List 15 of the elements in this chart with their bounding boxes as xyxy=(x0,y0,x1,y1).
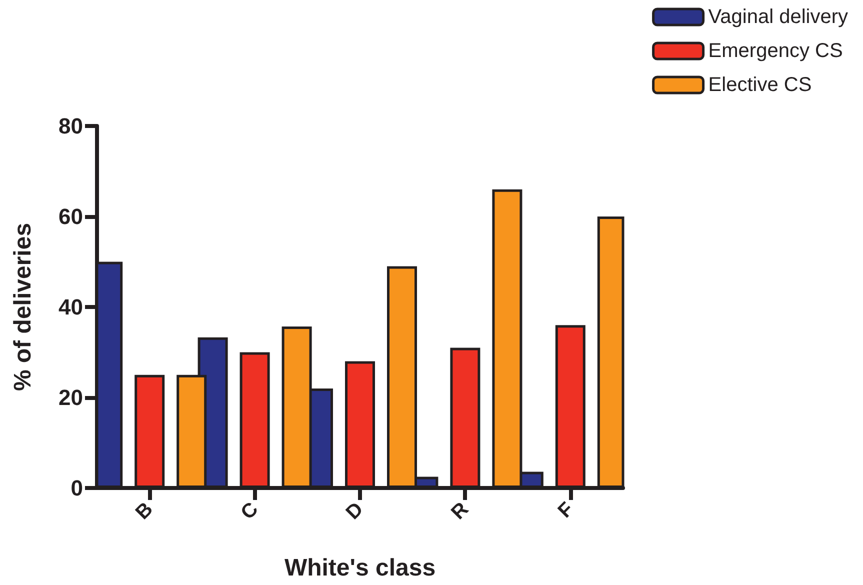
y-tick-label: 20 xyxy=(58,385,83,410)
legend-label: Elective CS xyxy=(708,74,812,96)
y-tick-label: 0 xyxy=(70,476,83,500)
x-axis-title: White's class xyxy=(284,554,436,582)
y-tick-label: 80 xyxy=(58,114,83,138)
x-tick-label: B xyxy=(132,498,158,524)
x-tick-label: R xyxy=(447,498,474,524)
y-axis-title: % of deliveries xyxy=(10,222,36,392)
y-tick-label: 60 xyxy=(58,204,83,229)
x-tick-label: C xyxy=(236,498,263,524)
legend-label: Emergency CS xyxy=(708,40,843,62)
y-tick-label: 40 xyxy=(58,294,83,320)
x-tick-label: F xyxy=(554,498,578,522)
x-tick-label: D xyxy=(342,498,368,524)
legend-label: Vaginal delivery xyxy=(708,6,848,28)
